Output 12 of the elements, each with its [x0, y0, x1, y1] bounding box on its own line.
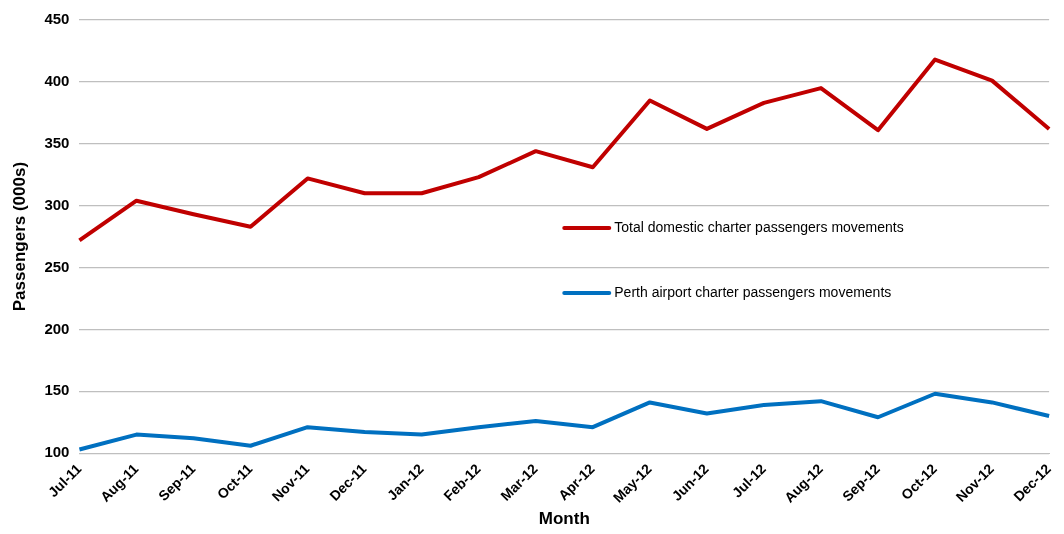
y-tick-label: 100: [44, 443, 70, 461]
y-tick-label: 400: [44, 72, 70, 90]
y-tick-label: 450: [44, 10, 70, 28]
legend-label: Perth airport charter passengers movements: [614, 283, 892, 300]
x-axis-title: Month: [538, 509, 590, 529]
y-tick-label: 300: [44, 195, 70, 213]
y-axis-title: Passengers (000s): [9, 161, 29, 312]
y-tick-label: 200: [44, 319, 70, 337]
legend-label: Total domestic charter passengers movements: [614, 218, 904, 235]
y-tick-label: 150: [44, 381, 70, 399]
y-tick-label: 350: [44, 133, 70, 151]
y-tick-label: 250: [44, 257, 70, 275]
